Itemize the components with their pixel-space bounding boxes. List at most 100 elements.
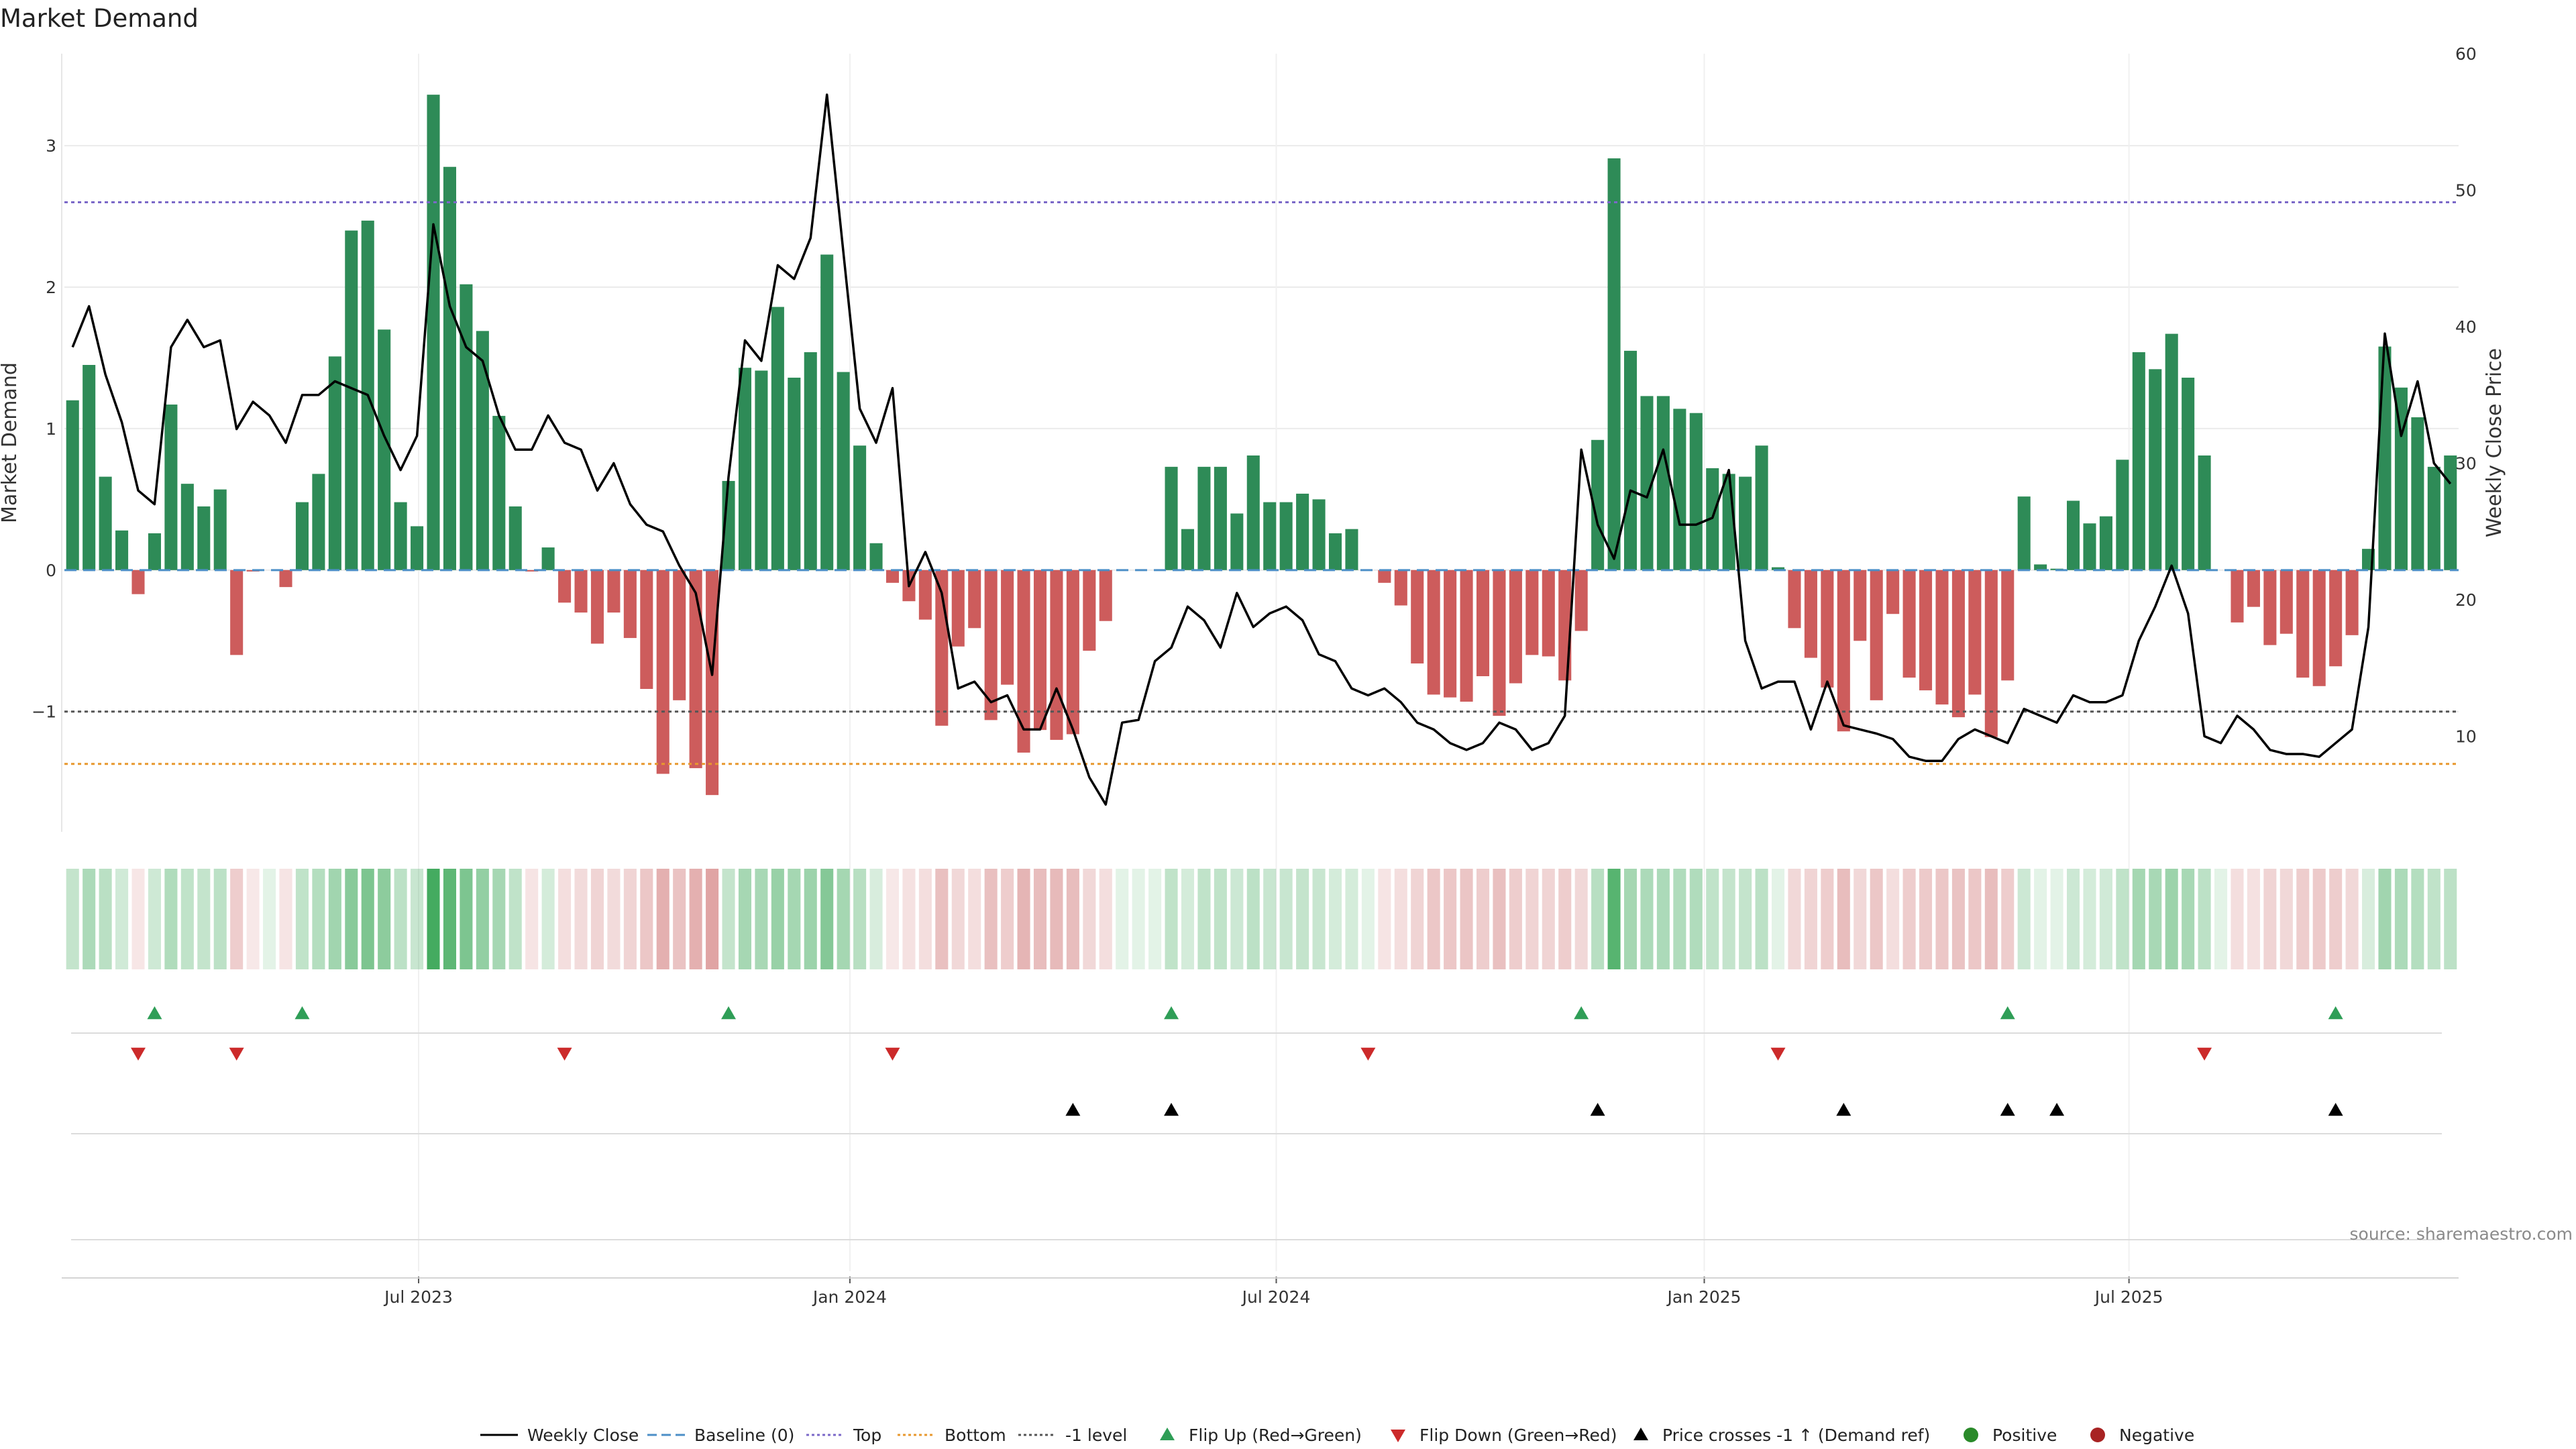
demand-bar xyxy=(771,307,784,570)
strip-cell xyxy=(1083,869,1096,969)
price-cross-marker xyxy=(1836,1103,1851,1116)
demand-bar xyxy=(164,405,178,570)
demand-bar xyxy=(1771,567,1785,570)
demand-bar xyxy=(918,570,932,620)
strip-cell xyxy=(246,869,260,969)
strip-cell xyxy=(1214,869,1227,969)
strip-cell xyxy=(623,869,637,969)
strip-cell xyxy=(1394,869,1407,969)
source-note: source: sharemaestro.com xyxy=(2350,1224,2573,1244)
strip-cell xyxy=(230,869,244,969)
strip-cell xyxy=(2182,869,2195,969)
y-left-tick-label: 2 xyxy=(46,278,56,297)
demand-bar xyxy=(66,400,79,570)
y-axis-left-label: Market Demand xyxy=(0,362,21,523)
y-right-tick-label: 60 xyxy=(2455,44,2477,64)
demand-bar xyxy=(2345,570,2359,635)
demand-bar xyxy=(853,445,867,570)
y-axis-right-label: Weekly Close Price xyxy=(2483,348,2506,537)
demand-bar xyxy=(2231,570,2244,623)
demand-bar xyxy=(1460,570,1473,702)
legend-swatch xyxy=(1964,1428,1978,1442)
strip-cell xyxy=(1493,869,1506,969)
demand-bar xyxy=(1854,570,1867,641)
demand-bar xyxy=(2067,500,2080,570)
flip-down-marker xyxy=(885,1047,900,1061)
demand-bar xyxy=(525,570,539,572)
strip-cell xyxy=(1017,869,1030,969)
y-left-tick-label: 1 xyxy=(46,419,56,439)
strip-cell xyxy=(1476,869,1490,969)
strip-cell xyxy=(1788,869,1801,969)
demand-bar xyxy=(2247,570,2260,607)
demand-bar xyxy=(2116,460,2129,570)
strip-cell xyxy=(1739,869,1752,969)
strip-cell xyxy=(1607,869,1621,969)
flip-down-marker xyxy=(1770,1047,1786,1061)
strip-cell xyxy=(180,869,194,969)
demand-bar xyxy=(1509,570,1522,684)
legend-label: Weekly Close xyxy=(527,1426,639,1445)
demand-bar xyxy=(1050,570,1063,740)
price-cross-marker xyxy=(1590,1103,1605,1116)
demand-bar xyxy=(1427,570,1440,695)
demand-bar xyxy=(1328,533,1342,570)
strip-cell xyxy=(968,869,981,969)
price-cross-marker xyxy=(1164,1103,1179,1116)
legend-label: Top xyxy=(853,1426,881,1445)
strip-cell xyxy=(1116,869,1129,969)
strip-cell xyxy=(295,869,309,969)
legend-label: -1 level xyxy=(1065,1426,1127,1445)
strip-cell xyxy=(2050,869,2063,969)
demand-bar xyxy=(2034,564,2047,570)
demand-bar xyxy=(1525,570,1539,655)
demand-bar xyxy=(607,570,621,613)
demand-bar xyxy=(1312,499,1326,570)
strip-cell xyxy=(1033,869,1047,969)
demand-bar xyxy=(1214,466,1227,570)
y-left-tick-label: 3 xyxy=(46,136,56,156)
strip-cell xyxy=(590,869,604,969)
strip-cell xyxy=(1854,869,1867,969)
strip-cell xyxy=(984,869,998,969)
strip-cell xyxy=(1821,869,1834,969)
legend-swatch xyxy=(1633,1428,1648,1440)
demand-bar xyxy=(443,166,456,570)
demand-bar xyxy=(345,230,358,570)
strip-cell xyxy=(722,869,735,969)
demand-bar xyxy=(804,352,817,570)
strip-cell xyxy=(1673,869,1686,969)
demand-bar xyxy=(115,530,129,570)
demand-bar xyxy=(2099,516,2112,570)
demand-bar xyxy=(492,415,506,570)
demand-bar xyxy=(2263,570,2277,645)
strip-cell xyxy=(1460,869,1473,969)
legend-item: Baseline (0) xyxy=(647,1426,794,1445)
strip-cell xyxy=(1345,869,1358,969)
demand-bar xyxy=(2017,496,2031,570)
demand-bar xyxy=(1542,570,1555,657)
strip-cell xyxy=(607,869,621,969)
demand-bar xyxy=(1689,413,1703,570)
demand-bar xyxy=(1001,570,1014,685)
demand-bar xyxy=(197,506,211,570)
demand-bar xyxy=(623,570,637,639)
demand-bar xyxy=(148,533,161,570)
strip-cell xyxy=(1312,869,1326,969)
strip-cell xyxy=(771,869,784,969)
demand-bar xyxy=(312,474,325,570)
demand-bar xyxy=(885,570,900,583)
legend-item: Positive xyxy=(1964,1426,2057,1445)
chart-title: Market Demand xyxy=(0,4,199,33)
demand-bar xyxy=(1246,455,1260,570)
demand-bar xyxy=(83,365,96,570)
strip-cell xyxy=(1525,869,1539,969)
demand-bar xyxy=(1574,570,1588,631)
demand-bar xyxy=(1591,439,1605,570)
demand-bar xyxy=(2149,369,2162,570)
legend-item: -1 level xyxy=(1018,1426,1127,1445)
demand-bar xyxy=(2165,333,2178,570)
demand-bar xyxy=(213,489,227,570)
strip-cell xyxy=(1558,869,1572,969)
